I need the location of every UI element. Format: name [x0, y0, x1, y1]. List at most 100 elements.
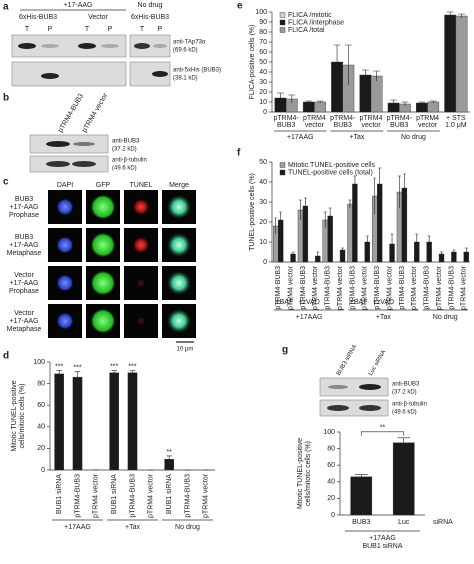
- x-tick-label: pTRM4 vector: [362, 265, 369, 310]
- row-label: +17-AAG: [10, 280, 39, 287]
- y-tick-label: 20: [259, 89, 267, 96]
- cell: [166, 232, 192, 258]
- bar: [392, 442, 415, 516]
- panel-letter: f: [237, 148, 241, 159]
- cell: [166, 308, 192, 334]
- x-tick-label: pTRM4-BUB3: [374, 266, 381, 310]
- blot-label: anti-5xHis (BUB3): [173, 68, 221, 74]
- error-bar: [373, 177, 377, 214]
- error-bar: [397, 437, 411, 448]
- y-tick-label: 100: [255, 9, 267, 16]
- cell: [56, 312, 74, 330]
- x-tick-label: BUB1 siRNA: [166, 474, 173, 514]
- cell: [136, 316, 146, 326]
- bar: [416, 102, 428, 113]
- bar: [350, 476, 373, 516]
- y-axis-label: Mitotic TUNEL-positive: [11, 380, 18, 451]
- y-tick-label: 0: [263, 109, 267, 116]
- x-tick-label: pTRM4: [416, 115, 439, 122]
- group-label: +Tax: [125, 524, 140, 531]
- error-bar: [328, 207, 332, 224]
- row-label: BUB3: [15, 234, 33, 241]
- y-tick-label: 40: [259, 69, 267, 76]
- x-tick-label: vector: [305, 122, 325, 129]
- group-label: +17AAG: [64, 524, 91, 531]
- legend-label: FLICA /interphase: [288, 19, 344, 26]
- y-tick-label: 60: [327, 462, 335, 469]
- x-tick-label: pTRM4-: [387, 115, 413, 122]
- group-label: No drug: [175, 524, 200, 531]
- y-tick-label: 20: [259, 219, 267, 226]
- x-tick-label: pTRM4 vector: [148, 473, 155, 518]
- lane-label: T: [85, 26, 90, 33]
- blot-label: (37.2 kD): [392, 390, 417, 396]
- row-label: Vector: [14, 310, 35, 317]
- error-bar: [390, 233, 394, 254]
- cell: [166, 194, 192, 220]
- note: BUB1 siRNA: [362, 543, 402, 550]
- row-label: +17-AAG: [10, 242, 39, 249]
- group-label: No drug: [433, 314, 458, 321]
- error-bar: [298, 199, 302, 220]
- error-bar: [378, 167, 382, 200]
- x-tick-label: pTRM4-BUB3: [74, 474, 81, 518]
- x-tick-label: pTRM4 vector: [386, 265, 393, 310]
- y-axis-label: Mitotic TUNEL-positive: [297, 438, 304, 509]
- y-axis-label: FLICA-positive cells (%): [249, 25, 256, 100]
- cell: [90, 194, 116, 220]
- bar: [359, 74, 372, 113]
- bar: [444, 14, 457, 113]
- cell: [90, 232, 116, 258]
- error-bar: [74, 371, 81, 383]
- significance: **: [166, 449, 172, 456]
- bar: [302, 101, 315, 113]
- error-bar: [440, 251, 444, 256]
- column-label: DAPI: [57, 182, 73, 189]
- blot-label: anti-BUB3: [392, 382, 420, 388]
- y-axis-label: cells/mitotic cells (%): [305, 441, 312, 506]
- subgroup-label: +BAF: [276, 299, 294, 306]
- x-tick-label: pTRM4 vector: [461, 265, 468, 310]
- group-label: +17-AAG: [64, 2, 93, 9]
- error-bar: [401, 101, 409, 106]
- y-tick-label: 70: [259, 39, 267, 46]
- x-tick-label: vector: [418, 122, 438, 129]
- blot-label: anti-β-tubulin: [392, 402, 427, 408]
- row-label: Metaphase: [7, 326, 42, 333]
- error-bar: [277, 92, 284, 103]
- blot-label: anti-β-tubulin: [112, 158, 147, 164]
- y-tick-label: 80: [327, 445, 335, 452]
- group-label: +17AAG: [287, 134, 314, 141]
- bar: [302, 205, 309, 263]
- blot: [11, 34, 171, 87]
- y-tick-label: 40: [259, 179, 267, 186]
- bracket-label: **: [380, 425, 386, 432]
- y-tick-label: 0: [331, 512, 335, 519]
- panel-letter: a: [3, 2, 9, 13]
- cell: [132, 236, 150, 254]
- legend-label: Mitotic TUNEL-positive cells: [288, 162, 376, 169]
- y-tick-label: 60: [259, 49, 267, 56]
- bar: [347, 203, 353, 263]
- blot-label: anti-BUB3: [112, 139, 140, 145]
- bar: [370, 75, 383, 113]
- error-bar: [446, 11, 454, 18]
- significance: ***: [110, 363, 118, 370]
- blot-label: (37.2 kD): [112, 147, 137, 153]
- error-bar: [458, 13, 465, 18]
- row-label: Prophase: [9, 288, 39, 295]
- error-bar: [373, 70, 381, 81]
- y-tick-label: 100: [33, 359, 45, 366]
- blot: [29, 134, 109, 173]
- panel-letter: d: [3, 351, 9, 362]
- x-tick-label: pTRM4 vector: [287, 265, 294, 310]
- panel-letter: b: [3, 93, 9, 104]
- y-tick-label: 0: [263, 259, 267, 266]
- error-bar: [291, 251, 295, 256]
- x-tick-label: pTRM4-: [330, 115, 356, 122]
- error-bar: [390, 99, 398, 106]
- y-tick-label: 30: [259, 79, 267, 86]
- x-tick-label: pTRM4-: [274, 115, 300, 122]
